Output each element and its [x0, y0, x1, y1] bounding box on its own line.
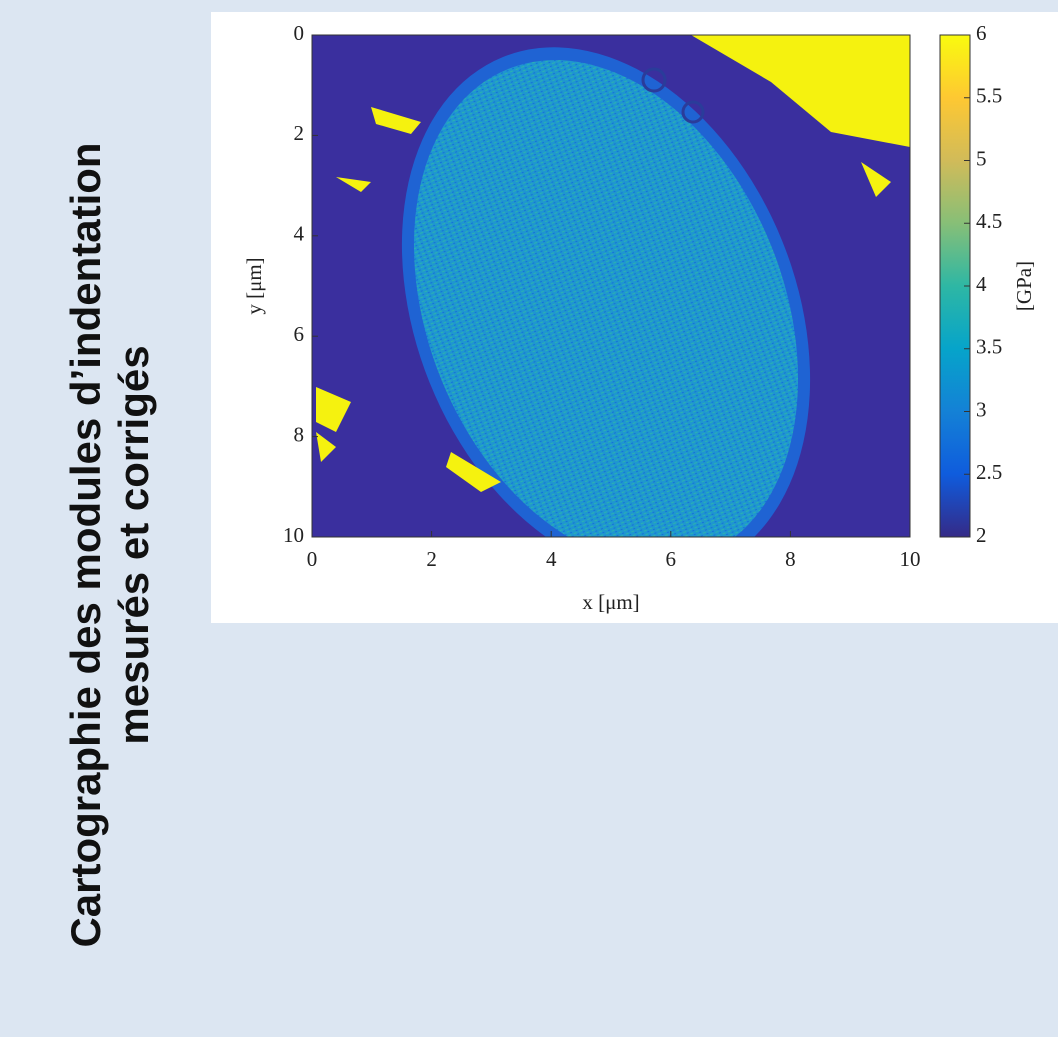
y-tick-label: 8 [294, 422, 305, 446]
y-tick-label: 2 [294, 121, 305, 145]
y-axis-label: y [μm] [242, 257, 266, 314]
x-tick-label: 6 [666, 547, 677, 571]
x-tick-label: 0 [307, 547, 318, 571]
title-line: Cartographie des modules d’indentation [62, 142, 109, 947]
x-tick-label: 10 [900, 547, 921, 571]
plot-frame [311, 34, 911, 538]
x-tick-label: 4 [546, 547, 557, 571]
y-tick-label: 6 [294, 322, 305, 346]
colorbar-tick-label: 4.5 [976, 209, 1002, 233]
colorbar-tick-label: 2 [976, 523, 987, 547]
title-line: mesurés et corrigés [110, 345, 157, 744]
y-tick-label: 10 [283, 523, 304, 547]
colorbar-tick-label: 3.5 [976, 335, 1002, 359]
title-group: Cartographie des modules d’indentation m… [62, 142, 157, 947]
colorbar-tick-label: 5 [976, 146, 987, 170]
colorbar-tick-label: 6 [976, 21, 987, 45]
y-tick-label: 0 [294, 21, 305, 45]
x-tick-label: 2 [426, 547, 437, 571]
colorbar-label: [GPa] [1012, 261, 1036, 311]
colorbar-tick-label: 4 [976, 272, 987, 296]
x-axis-label: x [μm] [582, 590, 639, 614]
colorbar-tick-label: 3 [976, 397, 987, 421]
title-area: Cartographie des modules d’indentation m… [62, 142, 157, 947]
heatmap-image [312, 35, 910, 537]
colorbar-tick-label: 5.5 [976, 84, 1002, 108]
x-tick-label: 8 [785, 547, 796, 571]
colorbar-tick-label: 2.5 [976, 460, 1002, 484]
y-tick-label: 4 [294, 222, 305, 246]
